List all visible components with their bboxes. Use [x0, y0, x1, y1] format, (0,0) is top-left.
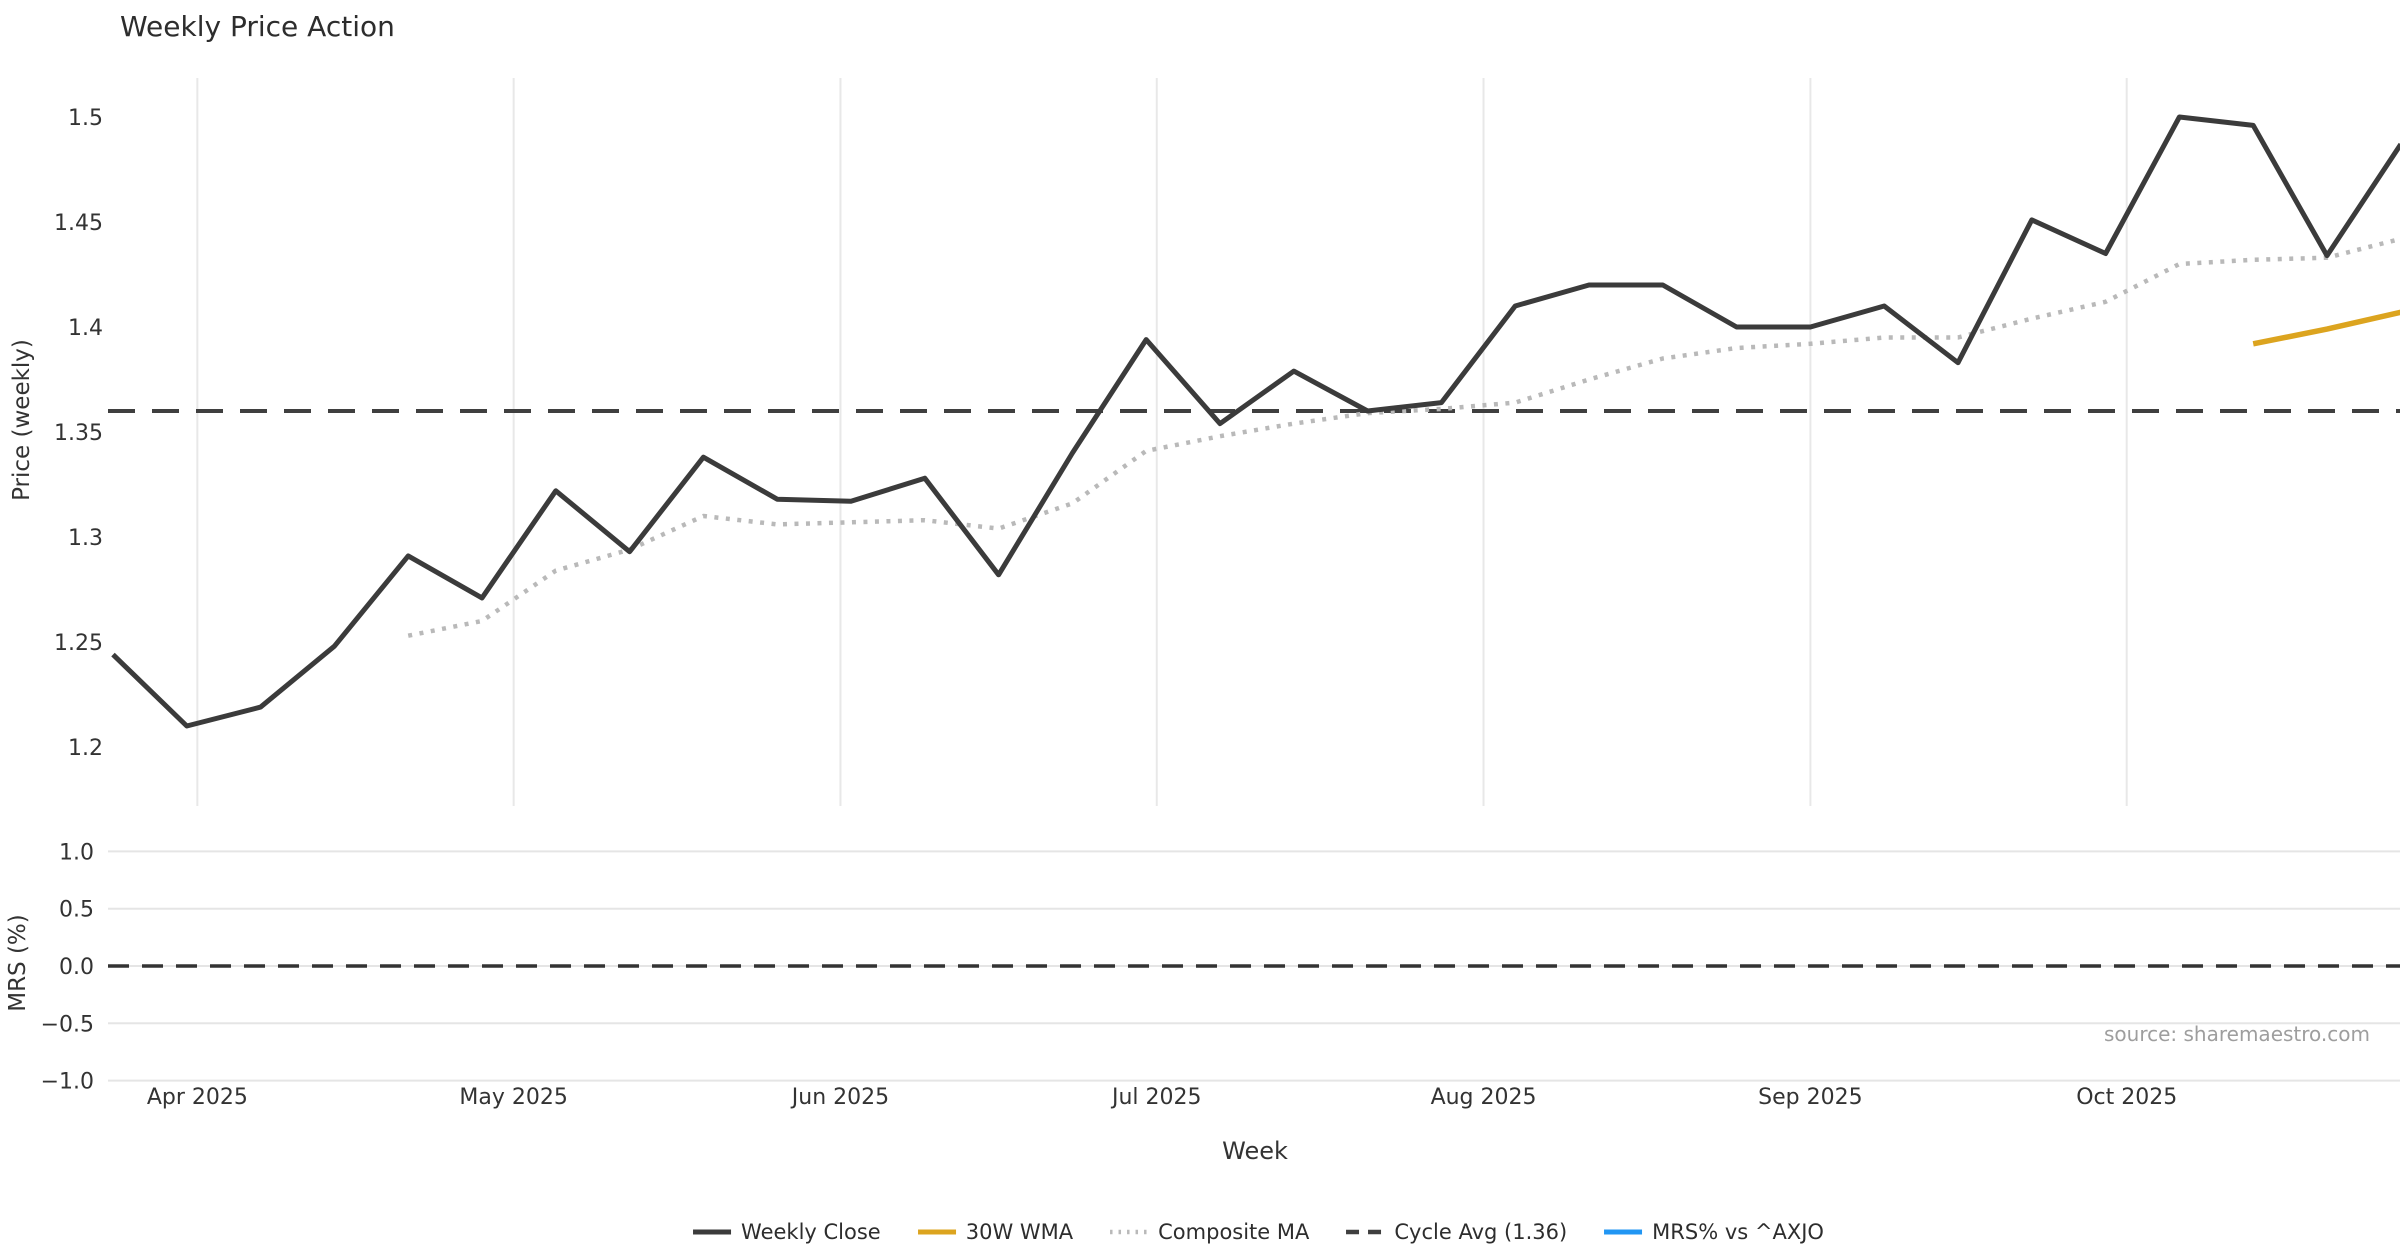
- svg-text:Aug 2025: Aug 2025: [1431, 1085, 1537, 1110]
- weekly-close-swatch-icon: [693, 1229, 732, 1235]
- chart-title: Weekly Price Action: [120, 10, 395, 43]
- svg-text:May 2025: May 2025: [459, 1085, 567, 1110]
- svg-text:0.5: 0.5: [59, 898, 94, 923]
- svg-text:Sep 2025: Sep 2025: [1758, 1085, 1862, 1110]
- legend: Weekly Close 30W WMA Composite MA Cycle …: [692, 1220, 1824, 1244]
- svg-text:Oct 2025: Oct 2025: [2076, 1085, 2177, 1110]
- legend-label: Composite MA: [1158, 1220, 1310, 1244]
- svg-text:1.35: 1.35: [54, 421, 103, 446]
- legend-label: MRS% vs ^AXJO: [1652, 1220, 1824, 1244]
- wma-swatch-icon: [917, 1229, 956, 1235]
- svg-text:1.5: 1.5: [68, 106, 103, 131]
- legend-item-30w-wma: 30W WMA: [917, 1220, 1073, 1244]
- svg-text:1.2: 1.2: [68, 736, 103, 761]
- cycle-avg-swatch-icon: [1346, 1229, 1385, 1235]
- mrs-swatch-icon: [1604, 1229, 1643, 1235]
- price-y-axis-label: Price (weekly): [9, 339, 35, 501]
- svg-text:1.45: 1.45: [54, 211, 103, 236]
- svg-text:1.4: 1.4: [68, 316, 103, 341]
- source-credit: source: sharemaestro.com: [2104, 1022, 2370, 1046]
- legend-label: 30W WMA: [965, 1220, 1074, 1244]
- svg-text:Apr 2025: Apr 2025: [147, 1085, 248, 1110]
- legend-item-cycle-avg: Cycle Avg (1.36): [1345, 1220, 1567, 1244]
- legend-item-mrs: MRS% vs ^AXJO: [1603, 1220, 1824, 1244]
- legend-label: Cycle Avg (1.36): [1394, 1220, 1568, 1244]
- svg-text:1.25: 1.25: [54, 631, 103, 656]
- svg-text:Jul 2025: Jul 2025: [1110, 1085, 1202, 1110]
- svg-text:1.0: 1.0: [59, 840, 94, 865]
- legend-item-weekly-close: Weekly Close: [692, 1220, 881, 1244]
- svg-text:1.3: 1.3: [68, 526, 103, 551]
- mrs-y-axis-label: MRS (%): [5, 914, 31, 1012]
- svg-text:Jun 2025: Jun 2025: [790, 1085, 889, 1110]
- composite-ma-swatch-icon: [1110, 1229, 1149, 1235]
- x-axis-label: Week: [1222, 1137, 1288, 1165]
- legend-item-composite-ma: Composite MA: [1109, 1220, 1309, 1244]
- svg-text:−0.5: −0.5: [41, 1012, 94, 1037]
- svg-text:−1.0: −1.0: [41, 1070, 94, 1095]
- svg-text:0.0: 0.0: [59, 955, 94, 980]
- legend-label: Weekly Close: [741, 1220, 881, 1244]
